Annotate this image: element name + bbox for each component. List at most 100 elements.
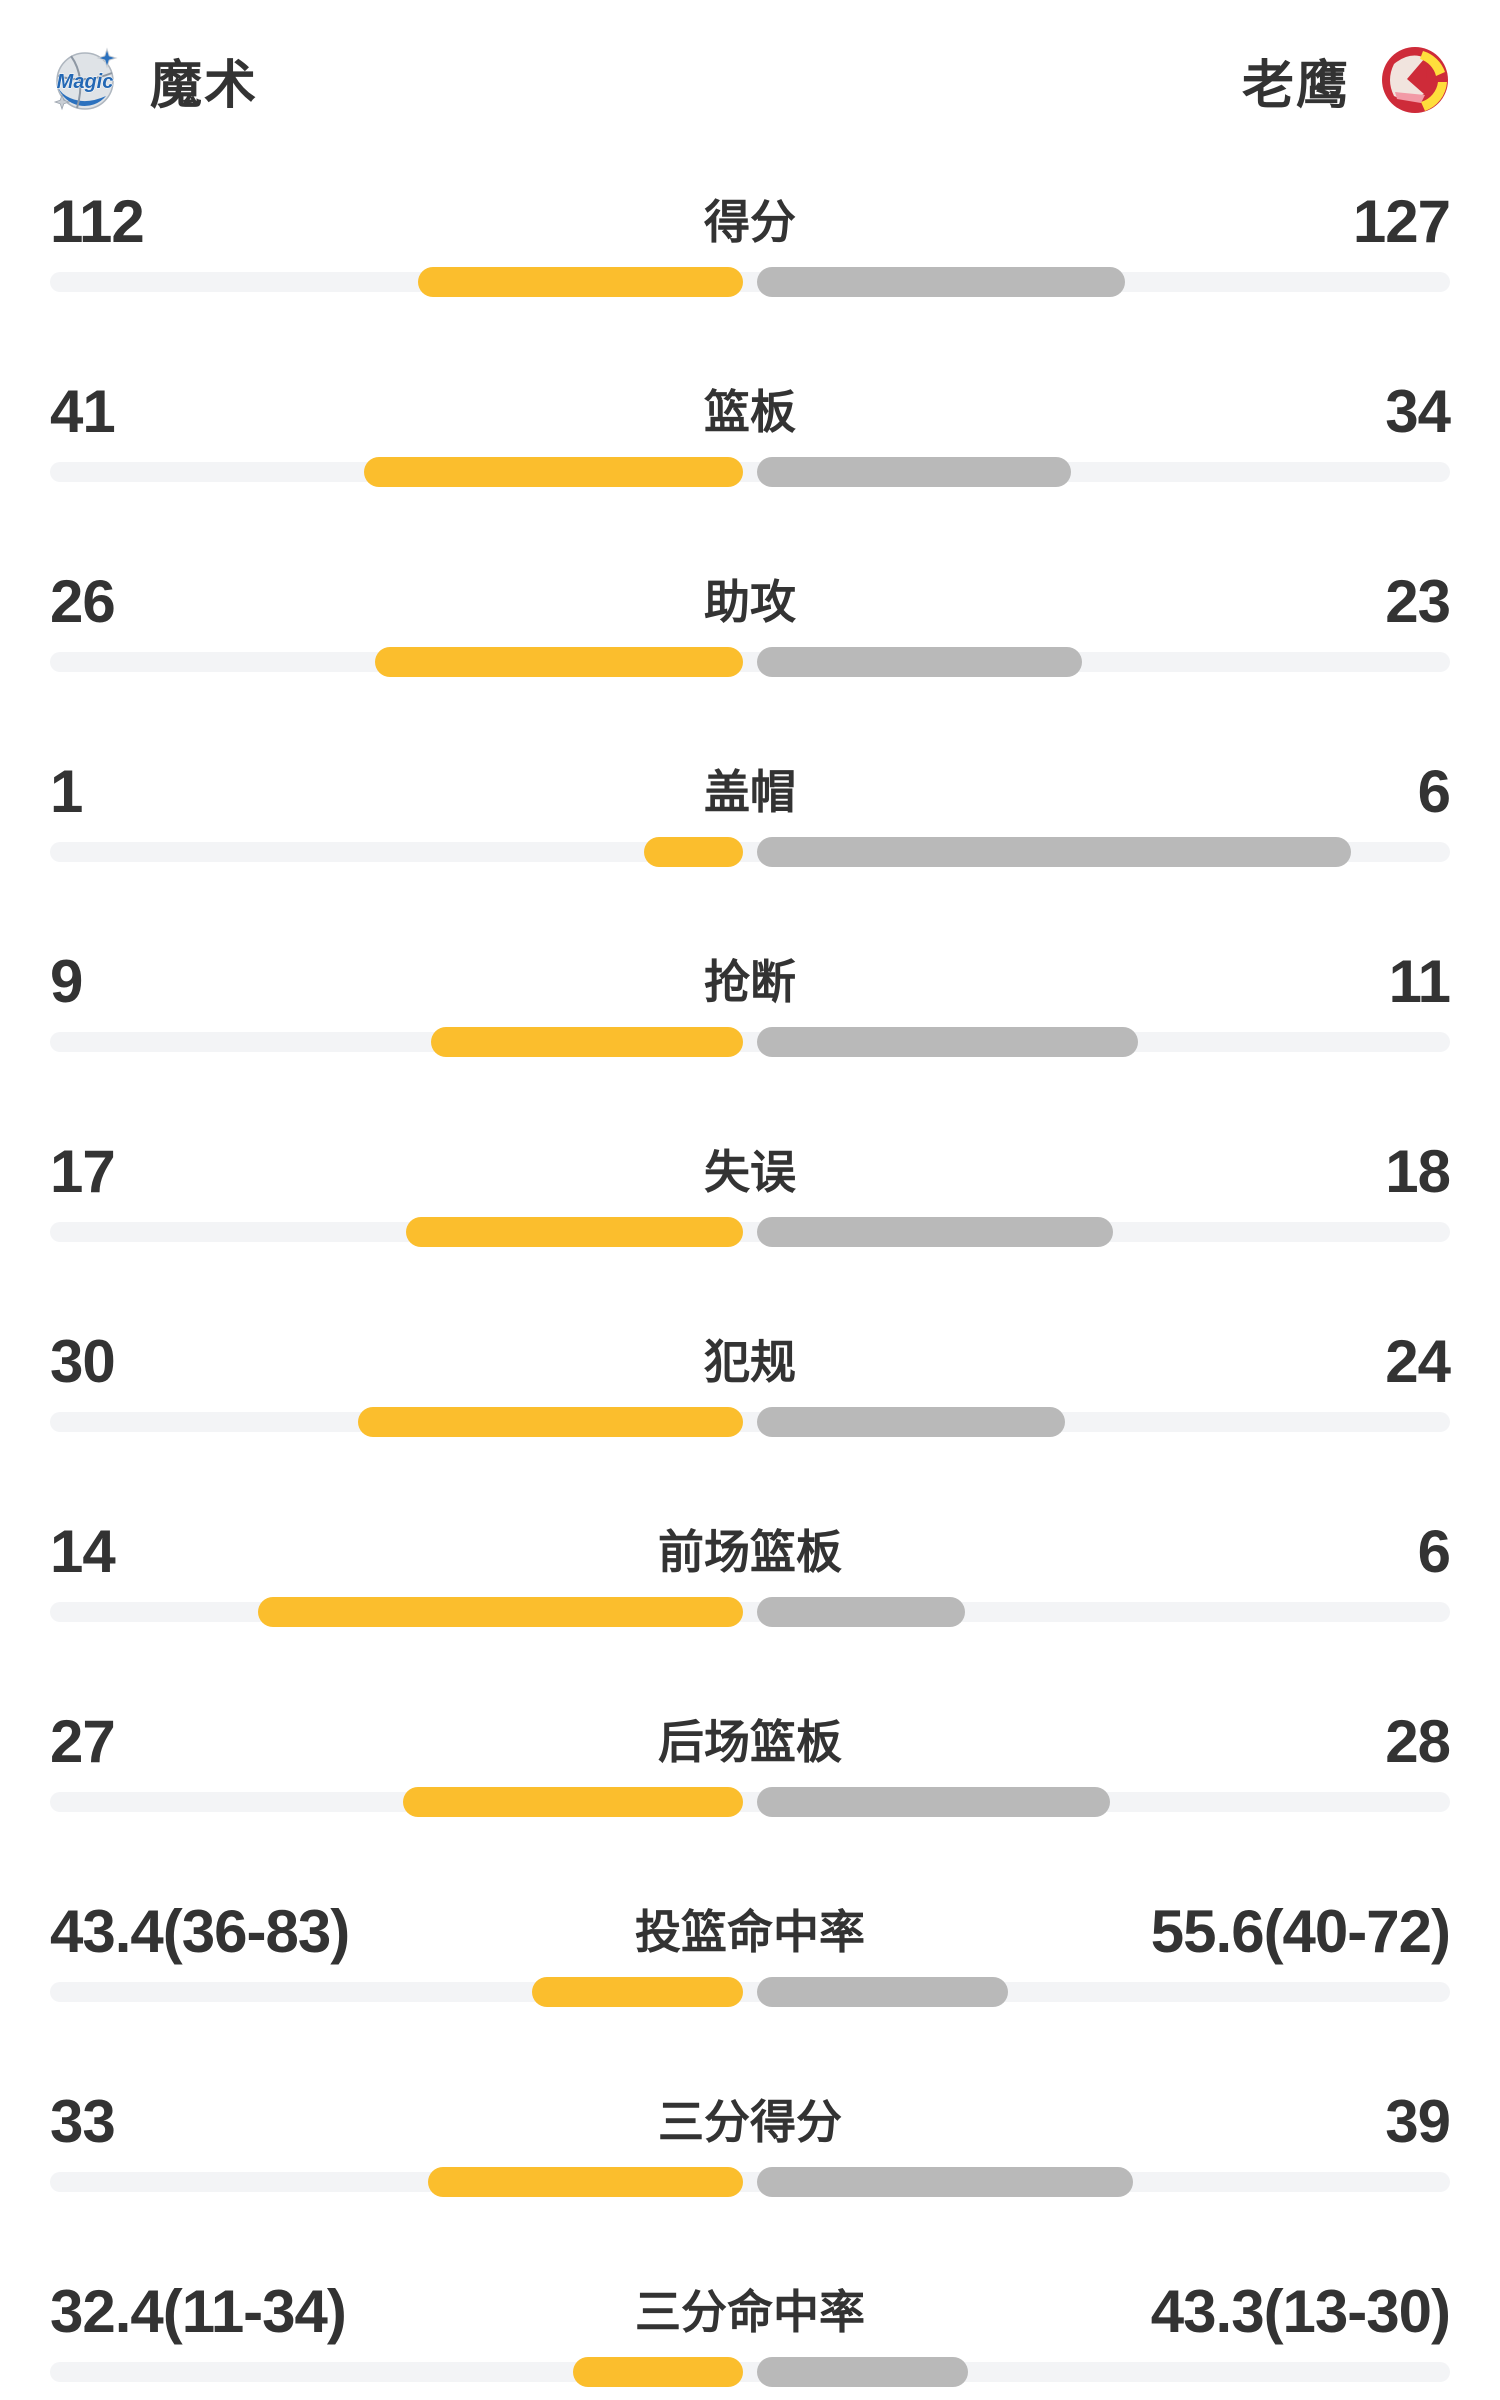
stat-values-line: 112 得分 127 bbox=[50, 188, 1451, 255]
bar-track bbox=[50, 2167, 1450, 2197]
left-team-stat-value: 112 bbox=[50, 188, 145, 255]
bar-track bbox=[50, 1027, 1450, 1057]
right-team-stat-value: 28 bbox=[1385, 1708, 1451, 1775]
stat-row: 17 失误 18 bbox=[0, 1140, 1500, 1300]
stat-row: 33 三分得分 39 bbox=[0, 2090, 1500, 2250]
bar-track bbox=[50, 1407, 1450, 1437]
stat-values-line: 26 助攻 23 bbox=[50, 568, 1451, 635]
right-team-stat-value: 23 bbox=[1385, 568, 1451, 635]
stat-values-line: 9 抢断 11 bbox=[50, 948, 1451, 1015]
left-team-stat-value: 27 bbox=[50, 1708, 116, 1775]
left-team-stat-value: 1 bbox=[50, 758, 83, 825]
stat-label: 失误 bbox=[704, 1146, 796, 1198]
right-team-stat-value: 18 bbox=[1385, 1138, 1451, 1205]
bar-track bbox=[50, 1977, 1450, 2007]
left-team-bar bbox=[573, 2357, 743, 2387]
stat-label: 篮板 bbox=[704, 386, 796, 438]
right-team-bar bbox=[757, 267, 1125, 297]
stat-row: 32.4(11-34) 三分命中率 43.3(13-30) bbox=[0, 2280, 1500, 2400]
left-team-stat-value: 41 bbox=[50, 378, 116, 445]
bar-track bbox=[50, 837, 1450, 867]
stat-row: 26 助攻 23 bbox=[0, 570, 1500, 730]
left-team-bar bbox=[358, 1407, 743, 1437]
stat-label: 后场篮板 bbox=[658, 1716, 842, 1768]
stat-row: 14 前场篮板 6 bbox=[0, 1520, 1500, 1680]
stat-values-line: 43.4(36-83) 投篮命中率 55.6(40-72) bbox=[50, 1898, 1451, 1965]
left-team-stat-value: 32.4(11-34) bbox=[50, 2278, 347, 2345]
left-team-stat-value: 33 bbox=[50, 2088, 116, 2155]
left-team-stat-value: 43.4(36-83) bbox=[50, 1898, 350, 1965]
bar-track bbox=[50, 457, 1450, 487]
right-team-bar bbox=[757, 1787, 1110, 1817]
stat-label: 三分命中率 bbox=[635, 2286, 865, 2338]
bar-track bbox=[50, 267, 1450, 297]
right-team-stat-value: 11 bbox=[1388, 948, 1451, 1015]
left-team-bar bbox=[406, 1217, 743, 1247]
right-team-bar bbox=[757, 1407, 1065, 1437]
right-team-stat-value: 6 bbox=[1417, 758, 1451, 825]
stat-values-line: 32.4(11-34) 三分命中率 43.3(13-30) bbox=[50, 2278, 1451, 2345]
bar-track bbox=[50, 1217, 1450, 1247]
bar-track bbox=[50, 2357, 1450, 2387]
stat-row: 9 抢断 11 bbox=[0, 950, 1500, 1110]
left-team-stat-value: 17 bbox=[50, 1138, 116, 1205]
left-team-stat-value: 9 bbox=[50, 948, 83, 1015]
stat-label: 得分 bbox=[704, 196, 796, 248]
right-team-stat-value: 55.6(40-72) bbox=[1150, 1898, 1451, 1965]
left-team-stat-value: 30 bbox=[50, 1328, 116, 1395]
stat-row: 27 后场篮板 28 bbox=[0, 1710, 1500, 1870]
magic-team-logo-icon: Magic bbox=[53, 47, 118, 111]
stat-values-line: 14 前场篮板 6 bbox=[50, 1518, 1451, 1585]
right-team-bar bbox=[757, 647, 1082, 677]
stat-label: 盖帽 bbox=[704, 766, 796, 818]
right-team-stat-value: 24 bbox=[1385, 1328, 1451, 1395]
stat-values-line: 1 盖帽 6 bbox=[50, 758, 1451, 825]
left-team-bar bbox=[418, 267, 743, 297]
left-team-bar bbox=[431, 1027, 743, 1057]
right-team-bar bbox=[757, 2167, 1133, 2197]
stat-label: 犯规 bbox=[704, 1336, 796, 1388]
stat-values-line: 17 失误 18 bbox=[50, 1138, 1451, 1205]
svg-text:Magic: Magic bbox=[57, 71, 114, 93]
stat-label: 三分得分 bbox=[658, 2096, 842, 2148]
bar-track bbox=[50, 647, 1450, 677]
right-team-bar bbox=[757, 1977, 1008, 2007]
left-team-header[interactable]: Magic 魔术 bbox=[50, 43, 258, 118]
header: Magic 魔术 老鹰 bbox=[0, 0, 1500, 160]
stat-values-line: 27 后场篮板 28 bbox=[50, 1708, 1451, 1775]
right-team-stat-value: 39 bbox=[1385, 2088, 1451, 2155]
stat-values-line: 30 犯规 24 bbox=[50, 1328, 1451, 1395]
right-team-stat-value: 34 bbox=[1385, 378, 1451, 445]
stat-row: 30 犯规 24 bbox=[0, 1330, 1500, 1490]
right-team-stat-value: 6 bbox=[1417, 1518, 1451, 1585]
left-team-bar bbox=[644, 837, 743, 867]
left-team-bar bbox=[428, 2167, 743, 2197]
stat-row: 112 得分 127 bbox=[0, 190, 1500, 350]
stat-label: 投篮命中率 bbox=[635, 1906, 865, 1958]
stat-row: 41 篮板 34 bbox=[0, 380, 1500, 540]
right-team-bar bbox=[757, 2357, 968, 2387]
bar-track bbox=[50, 1787, 1450, 1817]
left-team-name: 魔术 bbox=[150, 56, 259, 115]
bar-track bbox=[50, 1597, 1450, 1627]
right-team-bar bbox=[757, 1597, 965, 1627]
stat-label: 助攻 bbox=[704, 576, 796, 628]
right-team-stat-value: 127 bbox=[1352, 188, 1451, 255]
left-team-bar bbox=[258, 1597, 743, 1627]
right-team-bar bbox=[757, 457, 1071, 487]
left-team-bar bbox=[403, 1787, 743, 1817]
stat-values-line: 33 三分得分 39 bbox=[50, 2088, 1451, 2155]
right-team-bar bbox=[757, 837, 1351, 867]
right-team-stat-value: 43.3(13-30) bbox=[1150, 2278, 1451, 2345]
left-team-bar bbox=[532, 1977, 743, 2007]
left-team-bar bbox=[375, 647, 743, 677]
stat-row: 43.4(36-83) 投篮命中率 55.6(40-72) bbox=[0, 1900, 1500, 2060]
left-team-stat-value: 26 bbox=[50, 568, 116, 635]
right-team-name: 老鹰 bbox=[1241, 56, 1350, 115]
stat-label: 抢断 bbox=[704, 956, 796, 1008]
right-team-bar bbox=[757, 1217, 1113, 1247]
stat-rows-list: 112 得分 127 41 篮板 34 26 助攻 bbox=[0, 190, 1500, 2400]
right-team-header[interactable]: 老鹰 bbox=[1242, 43, 1450, 118]
left-team-stat-value: 14 bbox=[50, 1518, 116, 1585]
